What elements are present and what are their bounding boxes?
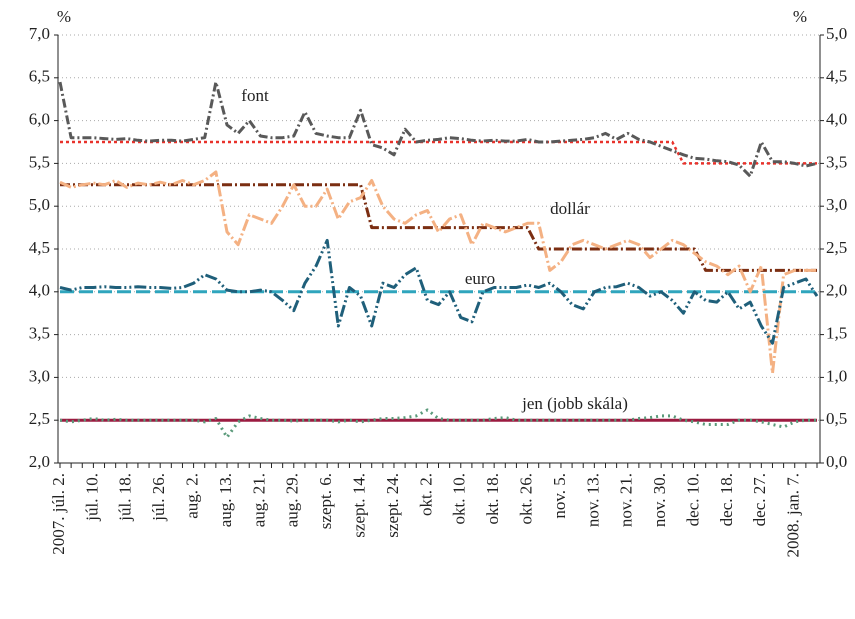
x-tick-label: okt. 10. (450, 473, 469, 524)
y2-tick-label: 3,5 (826, 152, 847, 171)
y2-tick-label: 2,5 (826, 238, 847, 257)
x-tick-label: okt. 18. (483, 473, 502, 524)
x-tick-label: nov. 30. (650, 473, 669, 527)
y2-tick-label: 1,5 (826, 324, 847, 343)
y-tick-label: 2,5 (29, 409, 50, 428)
x-tick-label: dec. 10. (683, 473, 702, 526)
series-line (60, 183, 817, 272)
x-tick-label: júl. 18. (116, 473, 135, 522)
series-line (59, 408, 817, 439)
x-tick-label: szept. 6. (316, 473, 335, 529)
series-line (59, 170, 817, 375)
x-tick-label: nov. 5. (550, 473, 569, 519)
y2-unit: % (793, 7, 807, 26)
y2-tick-label: 2,0 (826, 281, 847, 300)
x-tick-label: júl. 26. (149, 473, 168, 522)
y2-tick-label: 5,0 (826, 24, 847, 43)
series-label: jen (jobb skála) (521, 394, 628, 413)
x-tick-label: szept. 24. (383, 473, 402, 538)
x-tick-label: aug. 21. (249, 473, 268, 527)
y2-tick-label: 1,0 (826, 366, 847, 385)
x-tick-label: 2007. júl. 2. (49, 473, 68, 555)
y-tick-label: 4,0 (29, 281, 50, 300)
series-label: euro (465, 269, 495, 288)
y-tick-label: 3,5 (29, 324, 50, 343)
x-tick-label: aug. 29. (283, 473, 302, 527)
y-tick-label: 7,0 (29, 24, 50, 43)
x-tick-label: aug. 13. (216, 473, 235, 527)
y2-tick-label: 4,0 (826, 110, 847, 129)
series-line (59, 238, 819, 345)
series-label: font (241, 86, 269, 105)
y2-tick-label: 4,5 (826, 67, 847, 86)
x-tick-label: nov. 21. (617, 473, 636, 527)
y-tick-label: 2,0 (29, 452, 50, 471)
x-tick-label: okt. 26. (516, 473, 535, 524)
series-label: dollár (550, 199, 590, 218)
y-unit: % (57, 7, 71, 26)
y-tick-label: 5,0 (29, 195, 50, 214)
x-tick-label: aug. 2. (182, 473, 201, 519)
y2-tick-label: 0,5 (826, 409, 847, 428)
y-tick-label: 4,5 (29, 238, 50, 257)
x-tick-label: okt. 2. (416, 473, 435, 516)
y-tick-label: 6,5 (29, 67, 50, 86)
x-tick-label: júl. 10. (82, 473, 101, 522)
y2-tick-label: 0,0 (826, 452, 847, 471)
series-line (58, 80, 818, 178)
x-tick-label: dec. 27. (750, 473, 769, 526)
y-tick-label: 6,0 (29, 110, 50, 129)
y-tick-label: 5,5 (29, 152, 50, 171)
x-tick-label: szept. 14. (349, 473, 368, 538)
y2-tick-label: 3,0 (826, 195, 847, 214)
y-tick-label: 3,0 (29, 366, 50, 385)
x-tick-label: nov. 13. (583, 473, 602, 527)
x-tick-label: 2008. jan. 7. (784, 473, 803, 558)
x-tick-label: dec. 18. (717, 473, 736, 526)
